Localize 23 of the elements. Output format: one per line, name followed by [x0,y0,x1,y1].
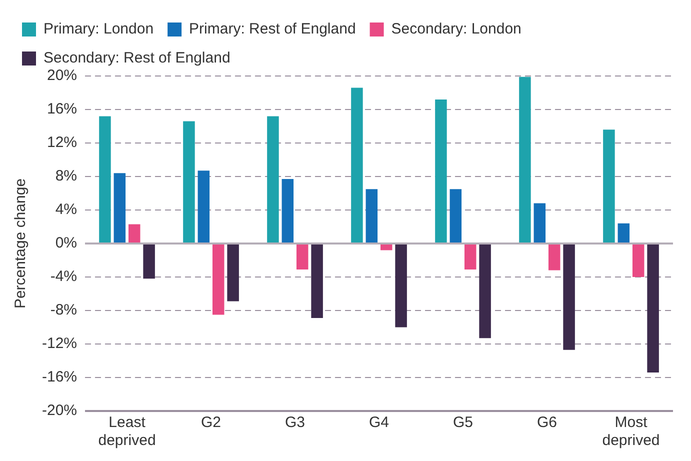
legend-label: Secondary: London [391,20,522,38]
y-tick-label: 4% [55,201,78,218]
x-tick-label: G4 [369,414,390,432]
x-tick-label: Most deprived [602,414,660,450]
x-tick-label: G6 [536,414,558,432]
y-tick-label: 0% [55,234,78,252]
y-axis-title: Percentage change [12,178,30,309]
legend-label: Secondary: Rest of England [44,50,230,67]
x-tick-label: G2 [201,414,222,432]
y-tick-label: -12% [42,335,78,352]
x-tick-label: G5 [453,414,474,432]
legend-label: Primary: London [44,20,154,38]
x-tick-label: Least deprived [98,414,156,450]
y-tick-label: 16% [46,100,78,118]
y-tick-label: 8% [55,168,78,185]
y-tick-label: -20% [42,402,78,420]
x-tick-label: G3 [285,414,306,432]
y-tick-label: 12% [46,134,78,152]
y-tick-label: -4% [50,268,78,286]
y-tick-label: 20% [46,67,78,84]
y-tick-label: -8% [50,302,78,319]
y-tick-label: -16% [42,368,78,386]
legend-label: Primary: Rest of England [189,20,356,38]
